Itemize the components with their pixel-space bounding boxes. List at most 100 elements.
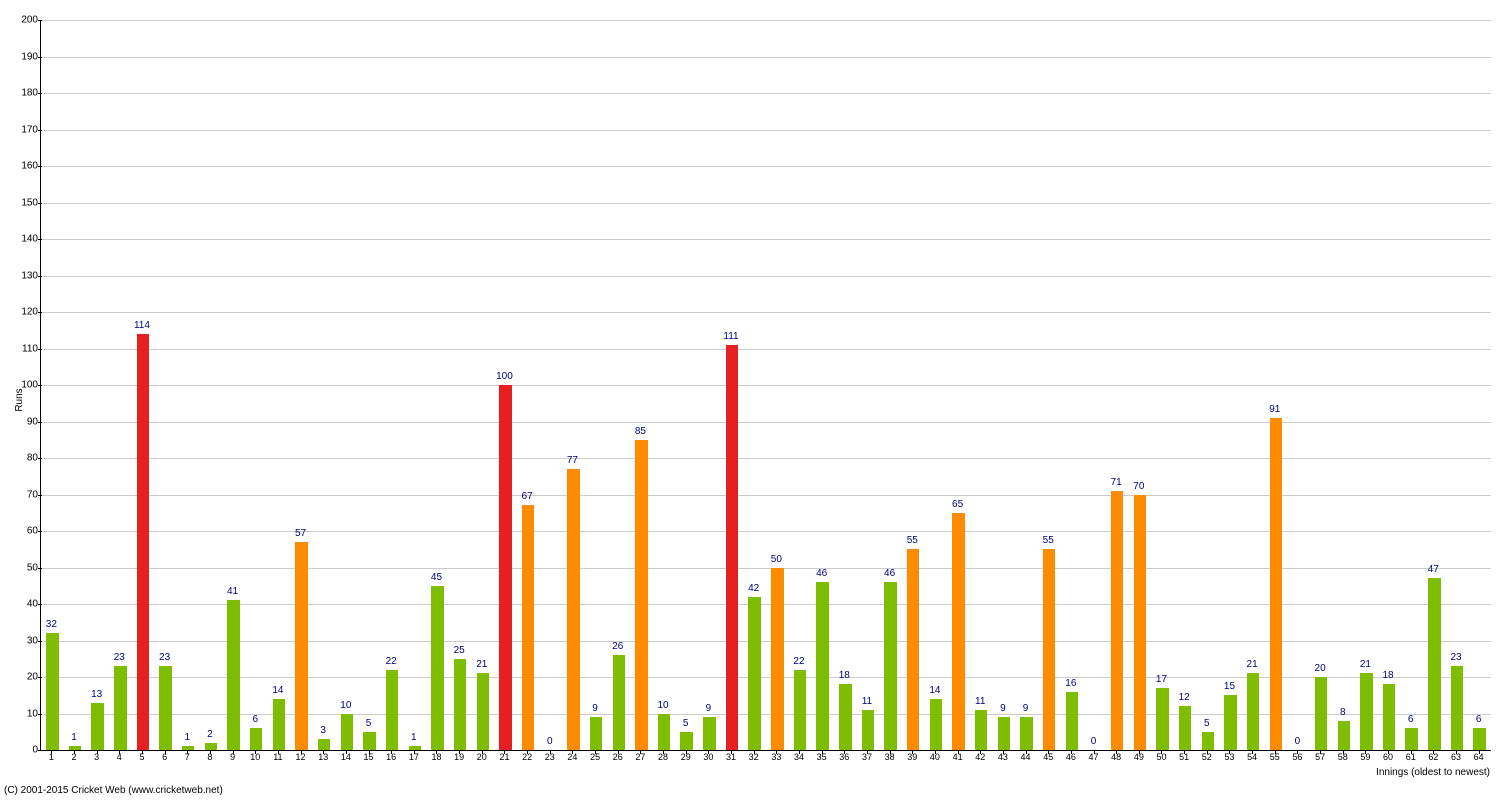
bar: [159, 666, 171, 750]
x-tick-mark: [958, 750, 959, 754]
gridline: [41, 130, 1491, 131]
x-tick-mark: [391, 750, 392, 754]
y-tick-mark: [38, 568, 42, 569]
x-tick-mark: [1026, 750, 1027, 754]
y-tick-mark: [38, 239, 42, 240]
y-tick-mark: [38, 385, 42, 386]
bar-value-label: 23: [159, 652, 170, 663]
bar-value-label: 0: [1091, 736, 1097, 747]
y-tick-mark: [38, 57, 42, 58]
bar: [477, 673, 489, 750]
x-tick-mark: [527, 750, 528, 754]
bar-value-label: 5: [366, 718, 372, 729]
y-tick-mark: [38, 20, 42, 21]
bar-value-label: 71: [1111, 477, 1122, 488]
copyright-text: (C) 2001-2015 Cricket Web (www.cricketwe…: [4, 785, 223, 796]
bar-value-label: 9: [1023, 703, 1029, 714]
bar-value-label: 5: [1204, 718, 1210, 729]
bar-value-label: 22: [793, 656, 804, 667]
bar: [1224, 695, 1236, 750]
bar-value-label: 25: [454, 645, 465, 656]
bar-value-label: 6: [1408, 714, 1414, 725]
bar-value-label: 65: [952, 499, 963, 510]
x-tick-mark: [504, 750, 505, 754]
bar: [975, 710, 987, 750]
x-tick-mark: [595, 750, 596, 754]
bar-value-label: 42: [748, 583, 759, 594]
y-tick-label: 10: [8, 708, 38, 719]
x-tick-mark: [1071, 750, 1072, 754]
bar: [114, 666, 126, 750]
x-tick-mark: [731, 750, 732, 754]
x-tick-mark: [51, 750, 52, 754]
y-tick-label: 90: [8, 416, 38, 427]
y-tick-label: 140: [8, 234, 38, 245]
bar-value-label: 8: [1340, 707, 1346, 718]
x-tick-mark: [1094, 750, 1095, 754]
bar-value-label: 11: [975, 696, 985, 707]
bar-value-label: 20: [1315, 663, 1326, 674]
bar-value-label: 55: [1043, 535, 1054, 546]
bar: [748, 597, 760, 750]
x-axis-title: Innings (oldest to newest): [1376, 767, 1490, 778]
x-tick-mark: [890, 750, 891, 754]
y-tick-mark: [38, 531, 42, 532]
x-tick-mark: [1207, 750, 1208, 754]
x-tick-mark: [1048, 750, 1049, 754]
x-tick-mark: [1320, 750, 1321, 754]
x-tick-mark: [708, 750, 709, 754]
x-tick-mark: [912, 750, 913, 754]
bar-value-label: 6: [252, 714, 258, 725]
y-tick-mark: [38, 276, 42, 277]
x-tick-mark: [867, 750, 868, 754]
x-tick-mark: [754, 750, 755, 754]
y-tick-mark: [38, 604, 42, 605]
bar-value-label: 17: [1156, 674, 1167, 685]
x-tick-mark: [822, 750, 823, 754]
bar-value-label: 11: [862, 696, 872, 707]
x-tick-mark: [1456, 750, 1457, 754]
x-tick-mark: [844, 750, 845, 754]
y-tick-label: 40: [8, 599, 38, 610]
bar: [522, 505, 534, 750]
x-tick-mark: [459, 750, 460, 754]
y-tick-label: 80: [8, 453, 38, 464]
bar-value-label: 23: [114, 652, 125, 663]
bar: [1338, 721, 1350, 750]
y-tick-label: 190: [8, 51, 38, 62]
bar-value-label: 57: [295, 528, 306, 539]
bar: [952, 513, 964, 750]
bar: [613, 655, 625, 750]
x-tick-mark: [640, 750, 641, 754]
x-tick-mark: [1116, 750, 1117, 754]
y-tick-mark: [38, 166, 42, 167]
bar-value-label: 47: [1428, 564, 1439, 575]
y-tick-mark: [38, 130, 42, 131]
x-tick-mark: [1139, 750, 1140, 754]
bar-value-label: 15: [1224, 681, 1235, 692]
bar-value-label: 14: [929, 685, 940, 696]
bar-value-label: 0: [1295, 736, 1301, 747]
y-tick-mark: [38, 349, 42, 350]
bar-value-label: 22: [386, 656, 397, 667]
x-tick-mark: [142, 750, 143, 754]
bar: [1270, 418, 1282, 750]
bar-value-label: 21: [1247, 659, 1258, 670]
bar-value-label: 3: [320, 725, 326, 736]
y-tick-label: 0: [8, 745, 38, 756]
bar: [794, 670, 806, 750]
bar-value-label: 5: [683, 718, 689, 729]
bar: [318, 739, 330, 750]
bar: [1179, 706, 1191, 750]
y-tick-label: 120: [8, 307, 38, 318]
x-tick-mark: [436, 750, 437, 754]
bar-value-label: 100: [496, 371, 513, 382]
gridline: [41, 276, 1491, 277]
bar: [862, 710, 874, 750]
x-tick-mark: [935, 750, 936, 754]
y-tick-mark: [38, 93, 42, 94]
gridline: [41, 203, 1491, 204]
bar: [590, 717, 602, 750]
x-tick-mark: [74, 750, 75, 754]
x-tick-mark: [346, 750, 347, 754]
